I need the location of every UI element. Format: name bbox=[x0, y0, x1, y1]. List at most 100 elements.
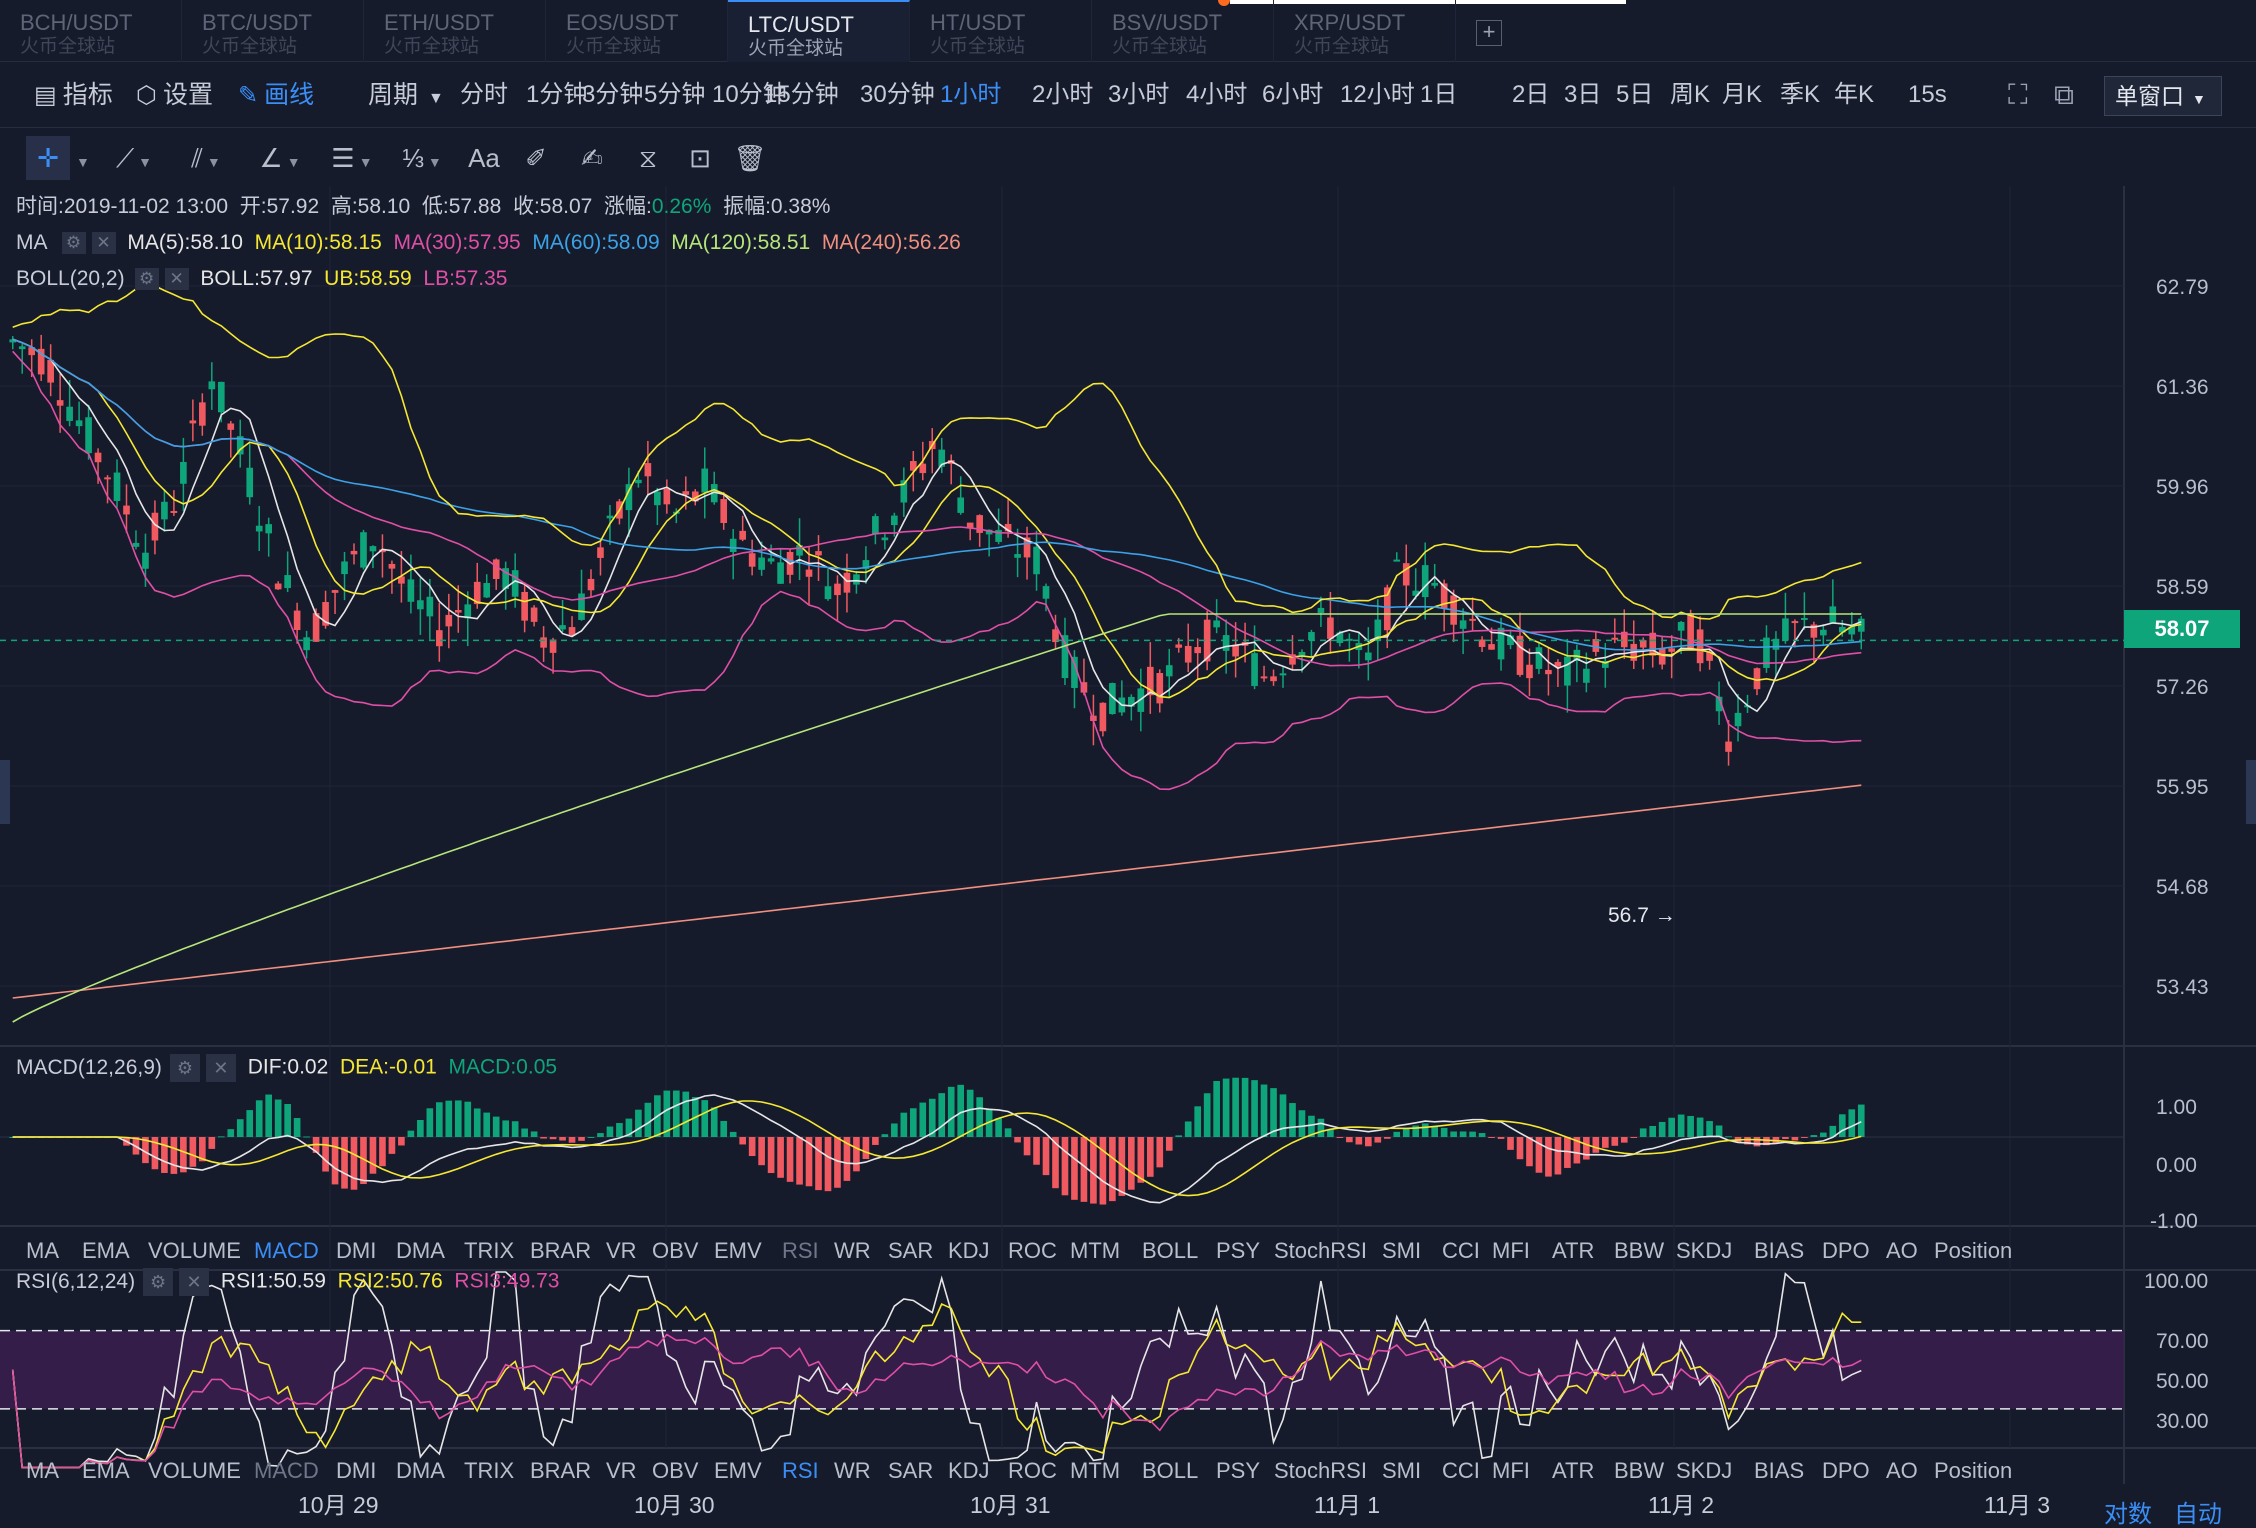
indicator-tab-macd[interactable]: MACD bbox=[254, 1458, 319, 1483]
tab-eth-usdt[interactable]: ETH/USDT 火币全球站 bbox=[364, 0, 546, 62]
period-21[interactable]: 15s bbox=[1908, 81, 1947, 108]
fibonacci-tool-icon[interactable]: ⅓ ▼ bbox=[402, 143, 442, 173]
period-12[interactable]: 12小时 bbox=[1340, 81, 1415, 108]
indicator-tab-boll[interactable]: BOLL bbox=[1142, 1238, 1199, 1263]
period-14[interactable]: 2日 bbox=[1512, 81, 1550, 108]
indicator-tab-stochrsi[interactable]: StochRSI bbox=[1274, 1238, 1367, 1263]
angle-tool-icon[interactable]: ∠ ▼ bbox=[259, 143, 301, 173]
indicator-tab-roc[interactable]: ROC bbox=[1008, 1458, 1057, 1483]
indicator-tab-volume[interactable]: VOLUME bbox=[148, 1238, 241, 1263]
indicator-tab-mtm[interactable]: MTM bbox=[1070, 1458, 1121, 1483]
period-9[interactable]: 3小时 bbox=[1108, 81, 1170, 108]
indicator-tab-brar[interactable]: BRAR bbox=[530, 1458, 592, 1483]
close-icon[interactable]: ✕ bbox=[164, 268, 189, 291]
tab-ltc-usdt[interactable]: LTC/USDT 火币全球站 bbox=[728, 0, 910, 62]
indicator-tab-mtm[interactable]: MTM bbox=[1070, 1238, 1121, 1263]
indicator-tab-brar[interactable]: BRAR bbox=[530, 1238, 592, 1263]
period-10[interactable]: 4小时 bbox=[1186, 81, 1248, 108]
period-3[interactable]: 5分钟 bbox=[644, 81, 706, 108]
indicator-tab-psy[interactable]: PSY bbox=[1216, 1458, 1261, 1483]
indicator-tab-cci[interactable]: CCI bbox=[1442, 1238, 1480, 1263]
settings-button[interactable]: ⬡ 设置 bbox=[136, 78, 213, 113]
ruler-tool-icon[interactable]: ✐ bbox=[525, 143, 547, 173]
fullscreen-icon[interactable]: ⛶ bbox=[2008, 79, 2028, 110]
text-tool-icon[interactable]: Aa bbox=[468, 143, 500, 173]
tab-xrp-usdt[interactable]: XRP/USDT 火币全球站 bbox=[1274, 0, 1456, 62]
indicator-tab-dma[interactable]: DMA bbox=[396, 1458, 445, 1483]
indicator-tab-wr[interactable]: WR bbox=[834, 1458, 871, 1483]
period-7[interactable]: 1小时 bbox=[940, 81, 1002, 108]
horizontal-lines-tool-icon[interactable]: ☰ ▼ bbox=[331, 143, 373, 173]
close-icon[interactable]: ✕ bbox=[179, 1268, 210, 1296]
left-scroll-handle[interactable] bbox=[0, 760, 10, 824]
add-tab-button[interactable]: + bbox=[1476, 20, 1502, 46]
indicator-tab-macd[interactable]: MACD bbox=[254, 1238, 319, 1263]
lock-tool-icon[interactable]: ⊡ bbox=[689, 143, 711, 173]
indicator-tab-position[interactable]: Position bbox=[1934, 1238, 2013, 1263]
indicator-tab-dmi[interactable]: DMI bbox=[336, 1458, 377, 1483]
indicator-tab-skdj[interactable]: SKDJ bbox=[1676, 1238, 1733, 1263]
period-0[interactable]: 分时 bbox=[460, 81, 508, 108]
popout-icon[interactable]: ⧉ bbox=[2054, 79, 2074, 110]
indicator-tab-sar[interactable]: SAR bbox=[888, 1458, 934, 1483]
period-13[interactable]: 1日 bbox=[1420, 81, 1458, 108]
indicator-tab-smi[interactable]: SMI bbox=[1382, 1238, 1422, 1263]
tab-eos-usdt[interactable]: EOS/USDT 火币全球站 bbox=[546, 0, 728, 62]
crosshair-tool-icon[interactable]: ✛ bbox=[26, 136, 70, 180]
period-15[interactable]: 3日 bbox=[1564, 81, 1602, 108]
period-19[interactable]: 季K bbox=[1780, 81, 1821, 108]
log-scale-button[interactable]: 对数 bbox=[2104, 1501, 2152, 1528]
period-17[interactable]: 周K bbox=[1670, 81, 1711, 108]
period-2[interactable]: 3分钟 bbox=[582, 81, 644, 108]
indicator-tab-ema[interactable]: EMA bbox=[82, 1238, 130, 1263]
measure-tool-icon[interactable]: ⧖ bbox=[638, 143, 658, 173]
period-8[interactable]: 2小时 bbox=[1032, 81, 1094, 108]
close-icon[interactable]: ✕ bbox=[205, 1054, 236, 1082]
indicator-tab-ma[interactable]: MA bbox=[26, 1238, 59, 1263]
indicator-tab-dpo[interactable]: DPO bbox=[1822, 1458, 1870, 1483]
indicator-tab-atr[interactable]: ATR bbox=[1552, 1458, 1595, 1483]
chart-canvas[interactable] bbox=[0, 186, 2256, 1484]
indicator-tab-vr[interactable]: VR bbox=[606, 1238, 637, 1263]
indicator-tab-bbw[interactable]: BBW bbox=[1614, 1458, 1665, 1483]
indicator-tab-stochrsi[interactable]: StochRSI bbox=[1274, 1458, 1367, 1483]
gear-icon[interactable]: ⚙ bbox=[134, 268, 159, 291]
period-16[interactable]: 5日 bbox=[1616, 81, 1654, 108]
tab-bch-usdt[interactable]: BCH/USDT 火币全球站 bbox=[0, 0, 182, 62]
indicator-tab-trix[interactable]: TRIX bbox=[464, 1458, 515, 1483]
indicator-tab-sar[interactable]: SAR bbox=[888, 1238, 934, 1263]
indicator-tab-kdj[interactable]: KDJ bbox=[948, 1238, 990, 1263]
indicator-tab-obv[interactable]: OBV bbox=[652, 1238, 699, 1263]
indicator-tab-smi[interactable]: SMI bbox=[1382, 1458, 1422, 1483]
indicator-tab-wr[interactable]: WR bbox=[834, 1238, 871, 1263]
indicator-tab-emv[interactable]: EMV bbox=[714, 1458, 762, 1483]
gear-icon[interactable]: ⚙ bbox=[143, 1268, 174, 1296]
indicator-tab-psy[interactable]: PSY bbox=[1216, 1238, 1261, 1263]
tab-btc-usdt[interactable]: BTC/USDT 火币全球站 bbox=[182, 0, 364, 62]
right-scroll-handle[interactable] bbox=[2246, 760, 2256, 824]
indicator-tab-dma[interactable]: DMA bbox=[396, 1238, 445, 1263]
indicator-tab-dpo[interactable]: DPO bbox=[1822, 1238, 1870, 1263]
indicator-tab-boll[interactable]: BOLL bbox=[1142, 1458, 1199, 1483]
trend-line-tool-icon[interactable]: ⟋ ▼ bbox=[115, 143, 153, 173]
brush-tool-icon[interactable]: ✍ bbox=[581, 143, 603, 173]
tab-bsv-usdt[interactable]: BSV/USDT 火币全球站 bbox=[1092, 0, 1274, 62]
indicator-tab-position[interactable]: Position bbox=[1934, 1458, 2013, 1483]
period-4[interactable]: 10分钟 bbox=[712, 81, 787, 108]
chart-area[interactable]: 时间:2019-11-02 13:00 开:57.92 高:58.10 低:57… bbox=[0, 186, 2256, 1484]
indicator-tab-mfi[interactable]: MFI bbox=[1492, 1238, 1530, 1263]
period-5[interactable]: 15分钟 bbox=[764, 81, 839, 108]
indicator-tab-rsi[interactable]: RSI bbox=[782, 1238, 819, 1263]
auto-scale-button[interactable]: 自动 bbox=[2174, 1501, 2222, 1528]
indicator-tab-vr[interactable]: VR bbox=[606, 1458, 637, 1483]
indicator-tab-ema[interactable]: EMA bbox=[82, 1458, 130, 1483]
period-dropdown[interactable]: 周期 ▼ bbox=[368, 78, 444, 116]
indicator-tab-mfi[interactable]: MFI bbox=[1492, 1458, 1530, 1483]
indicator-tab-obv[interactable]: OBV bbox=[652, 1458, 699, 1483]
delete-tool-icon[interactable]: 🗑 bbox=[733, 143, 767, 173]
indicator-tab-emv[interactable]: EMV bbox=[714, 1238, 762, 1263]
indicators-button[interactable]: ▤ 指标 bbox=[34, 78, 113, 113]
indicator-tab-bias[interactable]: BIAS bbox=[1754, 1238, 1805, 1263]
chevron-down-icon[interactable]: ▼ bbox=[76, 154, 90, 170]
period-6[interactable]: 30分钟 bbox=[860, 81, 935, 108]
